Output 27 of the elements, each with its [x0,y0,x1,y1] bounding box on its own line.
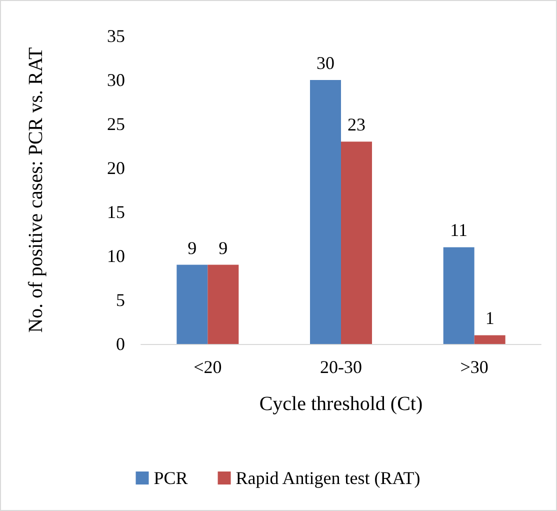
y-tick-label: 20 [107,158,125,178]
y-tick-label: 0 [116,334,125,354]
bar [208,264,239,344]
y-tick-label: 10 [107,246,125,266]
bar [310,80,341,344]
data-label: 11 [450,220,468,240]
bar [341,142,372,344]
y-axis-title: No. of positive cases: PCR vs. RAT [25,47,47,333]
bar [474,335,506,344]
x-axis-title: Cycle threshold (Ct) [259,393,423,415]
x-tick-label: >30 [460,357,488,377]
data-label: 9 [188,238,197,258]
y-tick-label: 30 [107,70,125,90]
data-label: 30 [316,53,334,73]
y-tick-label: 35 [107,26,125,46]
legend-label: PCR [154,468,188,488]
y-tick-label: 5 [116,290,125,310]
data-label: 9 [218,238,228,258]
x-tick-label: 20-30 [320,357,362,377]
bar [443,247,474,344]
data-label: 23 [348,114,366,135]
legend-label: Rapid Antigen test (RAT) [236,468,420,488]
y-tick-label: 25 [107,114,125,134]
bar [176,264,208,344]
y-tick-label: 15 [107,202,125,222]
data-label: 1 [485,308,494,328]
x-tick-label: <20 [194,357,222,377]
